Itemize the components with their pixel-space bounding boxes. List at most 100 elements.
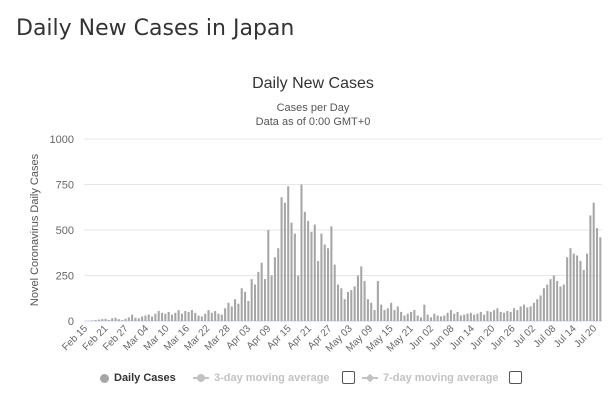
chart-title: Daily New Cases: [252, 75, 374, 92]
legend-item-daily-cases[interactable]: Daily Cases: [100, 372, 176, 384]
bar: [94, 320, 97, 321]
bar: [433, 313, 436, 321]
legend-label-7-day-average: 7-day moving average: [383, 372, 499, 384]
bar: [549, 279, 552, 321]
bar: [320, 233, 323, 321]
bar: [237, 303, 240, 321]
bar: [380, 304, 383, 321]
bar: [250, 279, 253, 321]
bar: [336, 284, 340, 321]
bar: [137, 318, 140, 321]
bar: [207, 310, 210, 321]
bar: [479, 311, 482, 321]
bar: [117, 319, 120, 321]
bar: [546, 284, 549, 321]
bar: [104, 318, 107, 321]
bar: [552, 275, 555, 321]
bar: [154, 313, 157, 321]
legend-label-daily-cases: Daily Cases: [114, 372, 176, 384]
bar: [446, 312, 449, 321]
bar: [572, 253, 575, 321]
bar: [134, 317, 137, 321]
bar: [144, 315, 147, 321]
bar: [459, 315, 462, 321]
bar: [559, 286, 562, 321]
bar: [522, 304, 525, 321]
bar: [556, 280, 559, 321]
bar: [340, 288, 343, 321]
bar: [151, 316, 154, 321]
bar: [111, 318, 114, 321]
bar: [539, 295, 542, 321]
bar: [210, 312, 213, 321]
grid-lines: [84, 138, 602, 322]
bar: [436, 315, 439, 321]
bar: [303, 211, 306, 321]
bar: [220, 314, 223, 321]
bar: [526, 307, 529, 321]
page-heading: Daily New Cases in Japan: [16, 16, 295, 41]
bar: [586, 253, 589, 321]
bar: [164, 313, 167, 321]
bar: [420, 317, 423, 321]
bar: [293, 233, 296, 321]
legend-checkbox-3-day[interactable]: [342, 371, 355, 384]
bar: [363, 280, 366, 321]
bar: [287, 186, 290, 321]
bar: [376, 280, 379, 321]
bar: [167, 311, 170, 321]
bar: [323, 244, 326, 321]
bar: [423, 304, 426, 321]
bar: [317, 260, 320, 321]
legend: Daily Cases 3-day moving average 7-day m…: [0, 370, 610, 394]
bar: [542, 288, 545, 321]
bar: [184, 310, 187, 321]
bar: [599, 237, 602, 321]
bar: [147, 314, 150, 321]
x-tick-label: Jul 20: [572, 323, 599, 350]
legend-checkbox-7-day[interactable]: [509, 371, 522, 384]
bar: [386, 308, 389, 321]
bar: [383, 310, 386, 321]
bar: [190, 310, 193, 321]
bar: [366, 299, 369, 321]
bar: [506, 310, 509, 321]
bar: [313, 224, 316, 321]
bar: [489, 311, 492, 321]
bar: [403, 315, 406, 321]
y-tick-label: 500: [56, 225, 74, 237]
bar: [177, 310, 180, 321]
y-tick-label: 250: [56, 271, 74, 283]
bar: [267, 230, 270, 321]
legend-item-7-day-average[interactable]: 7-day moving average: [362, 372, 499, 384]
legend-marker-dot-icon: [100, 373, 109, 383]
bar: [393, 310, 396, 321]
bar: [566, 257, 569, 321]
bar: [280, 197, 283, 321]
bar: [373, 310, 376, 321]
bar: [569, 248, 572, 321]
bar: [124, 318, 127, 321]
bar: [283, 202, 286, 321]
bar: [253, 284, 257, 321]
bar: [592, 202, 595, 321]
bar: [330, 226, 333, 321]
bar: [300, 184, 303, 321]
bar: [141, 316, 144, 321]
bar: [469, 312, 472, 321]
bar: [214, 310, 217, 321]
legend-item-3-day-average[interactable]: 3-day moving average: [193, 372, 330, 384]
y-tick-label: 750: [56, 180, 74, 192]
bar: [476, 313, 479, 321]
bar: [370, 302, 373, 321]
bar: [224, 308, 227, 321]
bar: [416, 315, 419, 321]
y-axis-ticks: 0 250 500 750 1000: [50, 134, 74, 328]
bar: [244, 291, 247, 321]
chart-subtitle-line-1: Cases per Day: [277, 102, 350, 114]
bar: [343, 299, 346, 321]
bar: [97, 319, 100, 321]
bar: [390, 302, 393, 321]
legend-label-3-day-average: 3-day moving average: [214, 372, 330, 384]
